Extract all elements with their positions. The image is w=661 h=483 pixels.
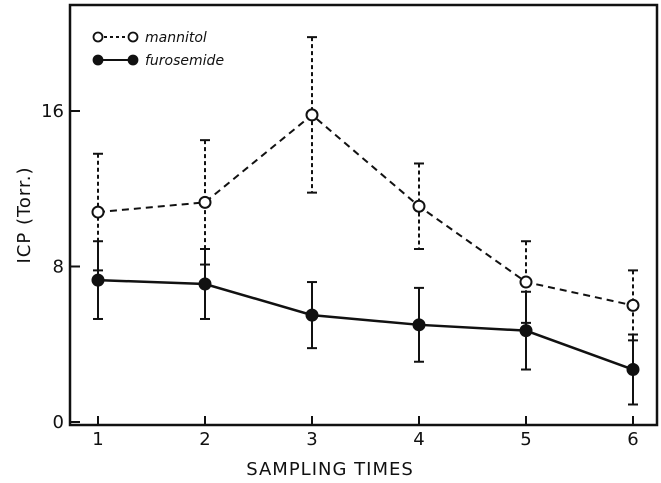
legend: mannitol furosemide [92, 30, 224, 69]
y-tick-label: 16 [41, 101, 64, 122]
data-point [198, 195, 212, 209]
x-axis-title: SAMPLING TIMES [246, 459, 414, 480]
y-axis-ticks: 0 8 16 [41, 101, 80, 433]
legend-label: furosemide [145, 53, 224, 69]
data-point [198, 277, 212, 291]
y-tick-label: 8 [53, 257, 64, 278]
series-line [97, 113, 634, 307]
series-mannitol [91, 36, 640, 342]
x-axis-ticks: 1 2 3 4 5 6 [92, 416, 639, 450]
x-tick-label: 3 [306, 429, 317, 450]
legend-item: furosemide [92, 53, 224, 69]
x-tick-label: 6 [627, 429, 638, 450]
plot-frame [68, 3, 659, 427]
x-tick-label: 1 [92, 429, 103, 450]
x-tick-label: 2 [199, 429, 210, 450]
x-tick-label: 4 [413, 429, 424, 450]
series-furosemide [91, 240, 640, 406]
y-axis-title: ICP (Torr.) [14, 166, 35, 263]
data-point [626, 363, 640, 377]
data-point [412, 318, 426, 332]
data-point [305, 108, 319, 122]
series-layer [91, 36, 640, 406]
data-point [519, 275, 533, 289]
data-point [91, 205, 105, 219]
legend-label: mannitol [145, 30, 207, 46]
series-line [97, 278, 634, 371]
data-point [519, 324, 533, 338]
y-tick-label: 0 [53, 412, 64, 433]
data-point [412, 199, 426, 213]
data-point [305, 308, 319, 322]
legend-item: mannitol [92, 30, 207, 46]
data-point [626, 298, 640, 312]
x-tick-label: 5 [520, 429, 531, 450]
data-point [91, 273, 105, 287]
